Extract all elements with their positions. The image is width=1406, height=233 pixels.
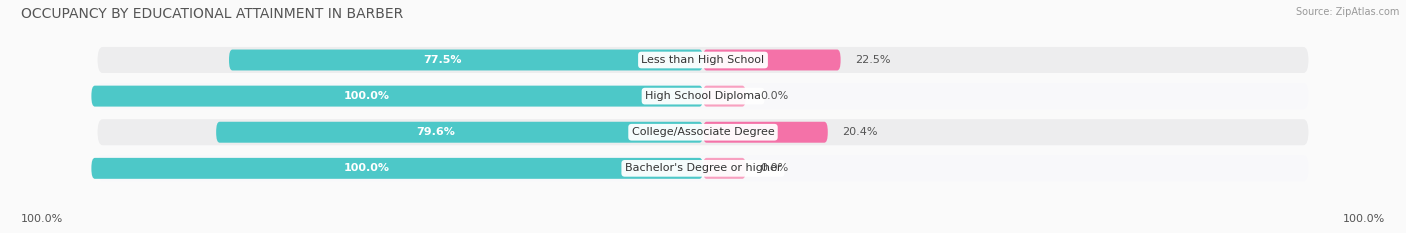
FancyBboxPatch shape <box>703 122 828 143</box>
Text: 100.0%: 100.0% <box>343 91 389 101</box>
Text: 100.0%: 100.0% <box>343 163 389 173</box>
Text: Bachelor's Degree or higher: Bachelor's Degree or higher <box>624 163 782 173</box>
Text: Less than High School: Less than High School <box>641 55 765 65</box>
Text: Source: ZipAtlas.com: Source: ZipAtlas.com <box>1295 7 1399 17</box>
FancyBboxPatch shape <box>97 47 1309 73</box>
Text: 22.5%: 22.5% <box>855 55 891 65</box>
Text: 79.6%: 79.6% <box>416 127 454 137</box>
FancyBboxPatch shape <box>217 122 703 143</box>
FancyBboxPatch shape <box>97 119 1309 145</box>
FancyBboxPatch shape <box>703 158 745 179</box>
FancyBboxPatch shape <box>91 86 703 106</box>
Text: College/Associate Degree: College/Associate Degree <box>631 127 775 137</box>
FancyBboxPatch shape <box>229 50 703 70</box>
Text: 20.4%: 20.4% <box>842 127 877 137</box>
Text: 0.0%: 0.0% <box>761 163 789 173</box>
FancyBboxPatch shape <box>703 50 841 70</box>
FancyBboxPatch shape <box>97 83 1309 109</box>
Text: 77.5%: 77.5% <box>423 55 461 65</box>
Text: 0.0%: 0.0% <box>761 91 789 101</box>
FancyBboxPatch shape <box>91 158 703 179</box>
Text: 100.0%: 100.0% <box>21 214 63 224</box>
FancyBboxPatch shape <box>97 155 1309 181</box>
Text: OCCUPANCY BY EDUCATIONAL ATTAINMENT IN BARBER: OCCUPANCY BY EDUCATIONAL ATTAINMENT IN B… <box>21 7 404 21</box>
Text: 100.0%: 100.0% <box>1343 214 1385 224</box>
Text: High School Diploma: High School Diploma <box>645 91 761 101</box>
FancyBboxPatch shape <box>703 86 745 106</box>
